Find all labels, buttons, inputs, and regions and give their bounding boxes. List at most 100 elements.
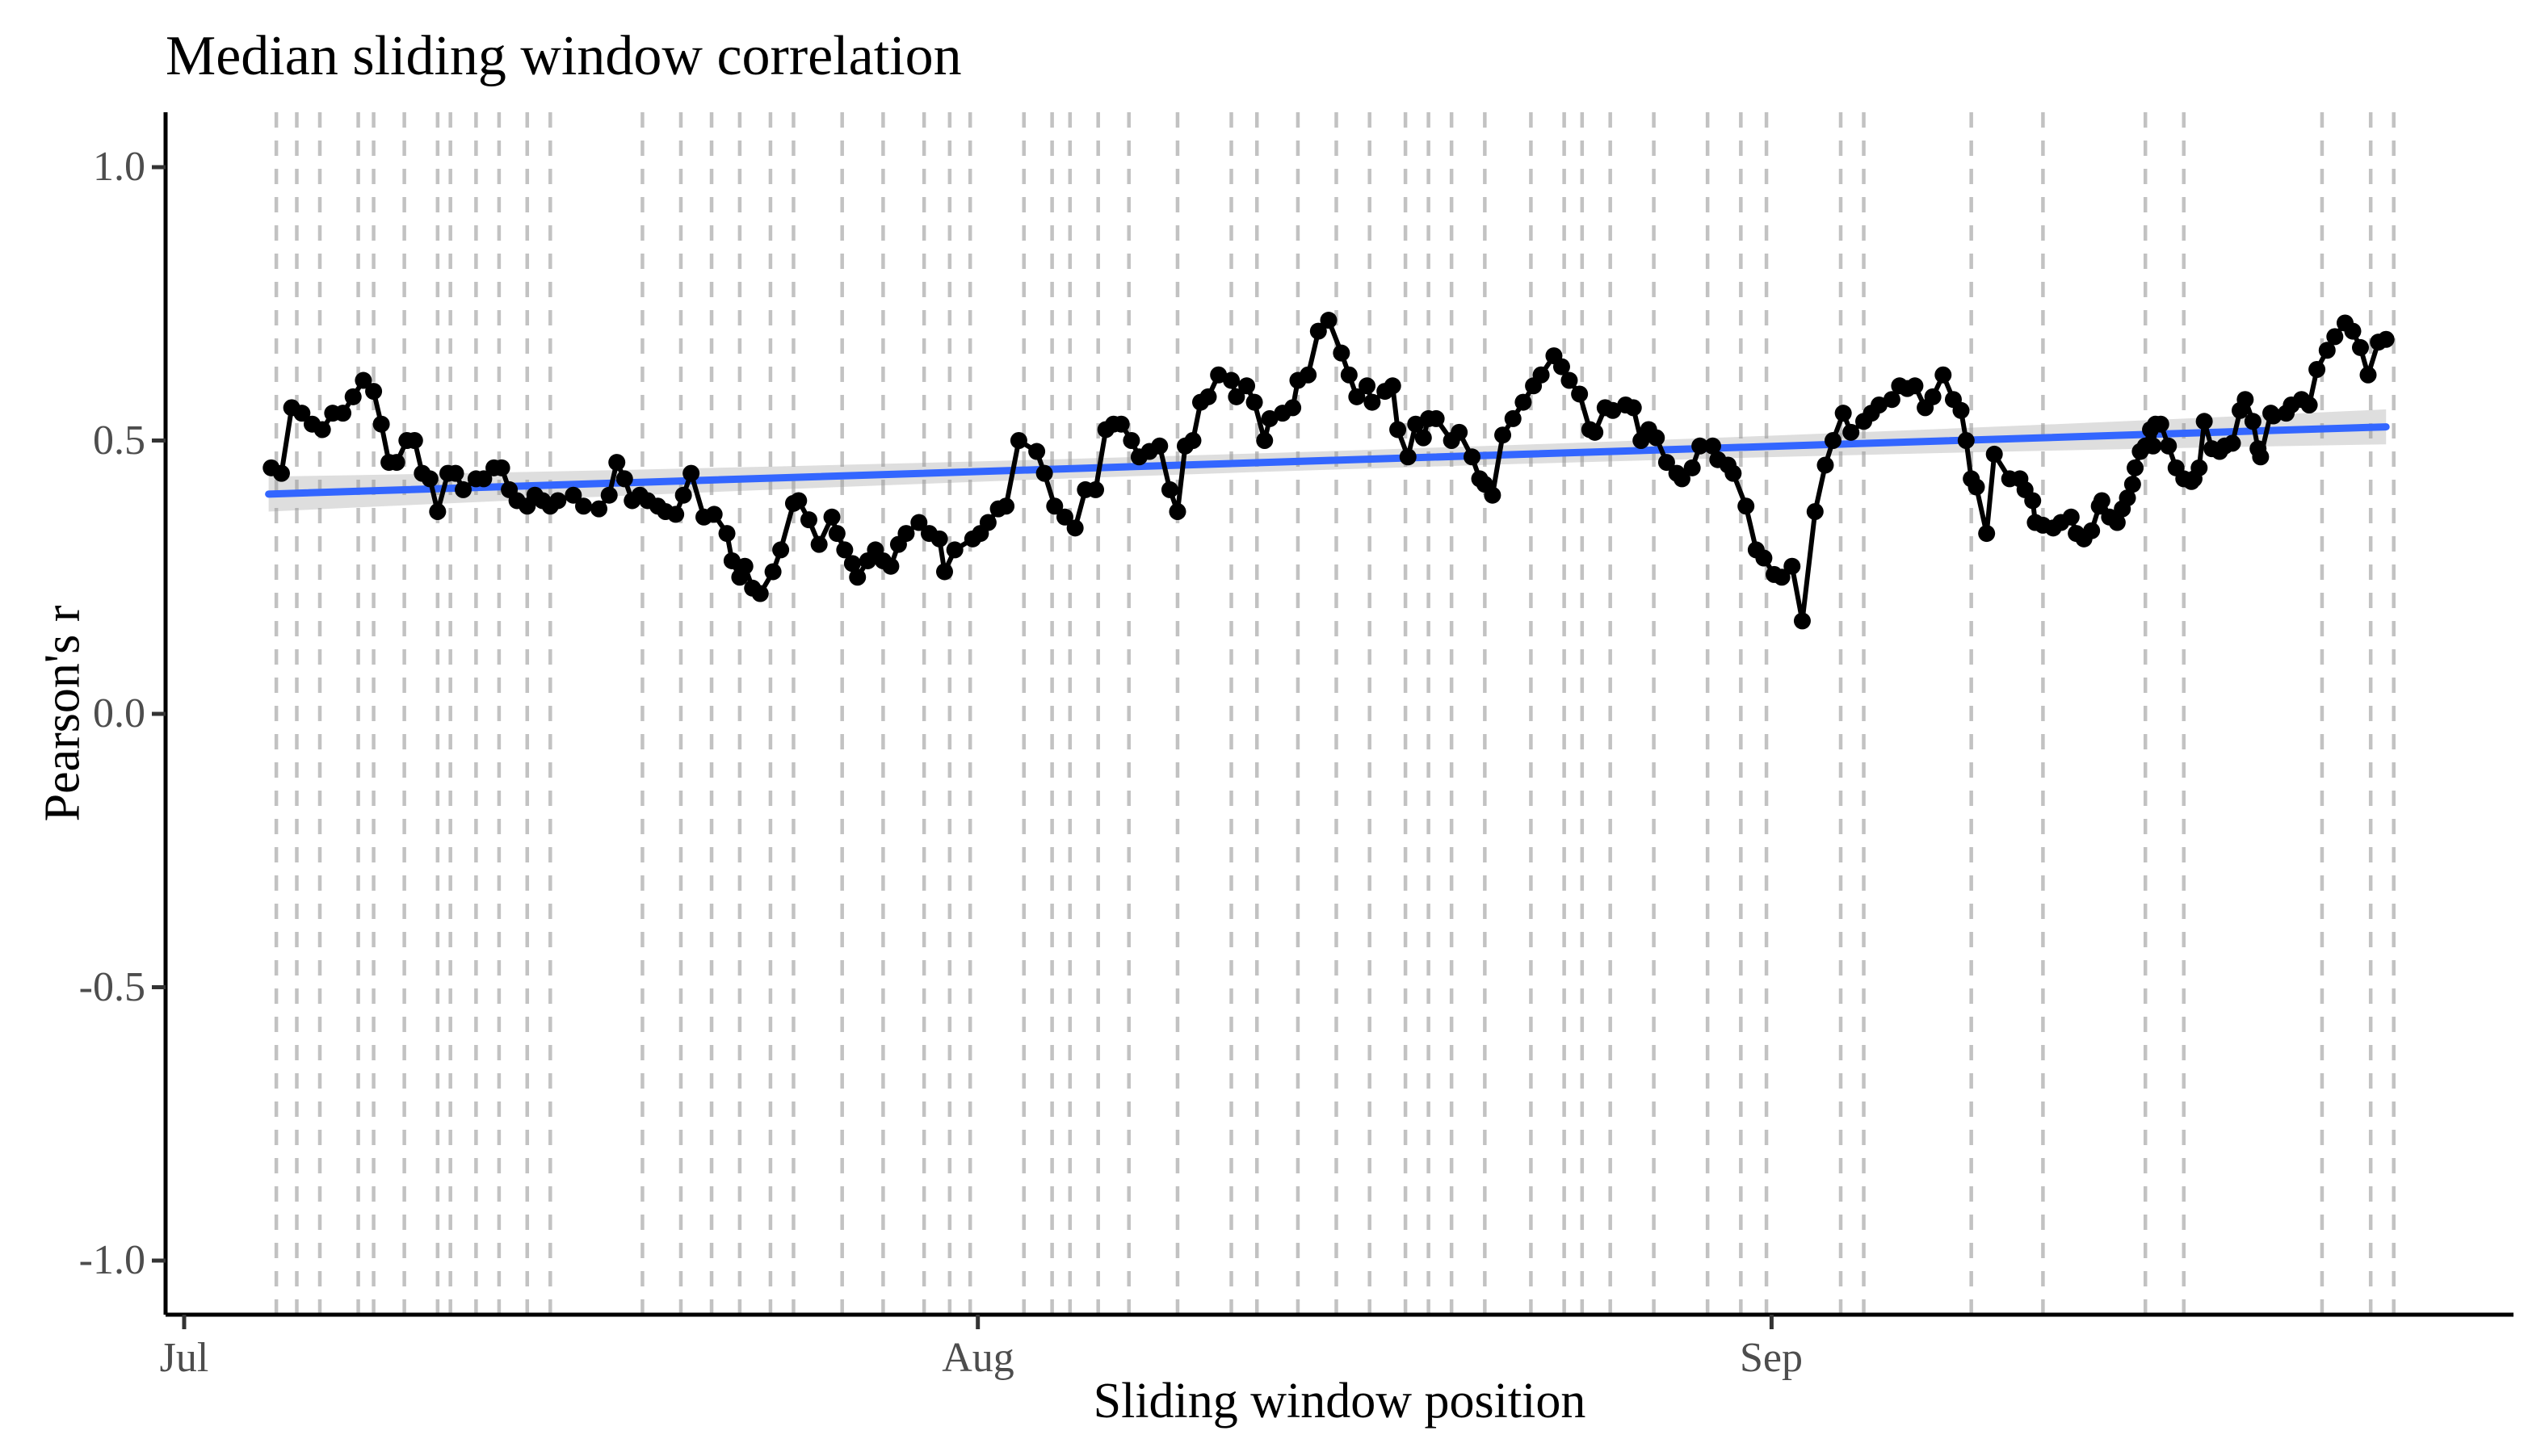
y-tick-label-0.0: 0.0 bbox=[93, 690, 145, 736]
data-point bbox=[1245, 393, 1263, 411]
data-point bbox=[1985, 445, 2003, 463]
data-point bbox=[2265, 407, 2283, 425]
trend-line bbox=[265, 423, 2390, 498]
y-tick-label-1.0: 1.0 bbox=[93, 144, 145, 190]
data-point bbox=[1228, 388, 1245, 405]
data-point bbox=[1199, 388, 1217, 405]
data-point bbox=[1834, 405, 1852, 422]
data-point bbox=[800, 511, 817, 529]
data-point bbox=[1028, 443, 1046, 460]
y-tick-label--1.0: -1.0 bbox=[78, 1237, 145, 1283]
data-point bbox=[2123, 476, 2141, 493]
data-point bbox=[790, 492, 808, 510]
y-tick-label-0.5: 0.5 bbox=[93, 417, 145, 464]
series-line bbox=[270, 317, 2388, 623]
data-point bbox=[615, 470, 633, 488]
data-point bbox=[1210, 366, 1228, 384]
data-point bbox=[979, 514, 997, 531]
data-point bbox=[1389, 421, 1407, 438]
data-point bbox=[1755, 549, 1773, 567]
data-point bbox=[849, 569, 867, 586]
data-point bbox=[1504, 409, 1522, 427]
data-point bbox=[344, 388, 362, 405]
data-point bbox=[2144, 437, 2162, 455]
data-point bbox=[2083, 522, 2101, 539]
data-point bbox=[1978, 525, 1996, 543]
data-point bbox=[2318, 342, 2336, 359]
x-tick-label-jul: Jul bbox=[159, 1335, 209, 1381]
data-point bbox=[1957, 432, 1975, 449]
data-point bbox=[2119, 489, 2136, 507]
data-point bbox=[1169, 503, 1186, 521]
data-point bbox=[1906, 377, 1924, 395]
data-point bbox=[1806, 503, 1824, 521]
data-point bbox=[2308, 360, 2326, 378]
data-point bbox=[910, 514, 928, 531]
data-point bbox=[1773, 569, 1791, 586]
data-point bbox=[1552, 358, 1570, 376]
data-point bbox=[1657, 454, 1675, 472]
data-point bbox=[1691, 437, 1709, 455]
data-point bbox=[1648, 429, 1665, 447]
data-point bbox=[1783, 557, 1801, 575]
data-point bbox=[1816, 456, 1834, 474]
data-point bbox=[1793, 612, 1811, 630]
data-point bbox=[772, 541, 790, 559]
data-point bbox=[2160, 437, 2178, 455]
data-point bbox=[823, 508, 841, 526]
data-point bbox=[1683, 459, 1701, 476]
data-point bbox=[1238, 377, 1256, 395]
data-point bbox=[365, 383, 383, 401]
data-point bbox=[447, 464, 464, 482]
data-point bbox=[1161, 480, 1178, 498]
data-point bbox=[372, 415, 390, 433]
data-point bbox=[810, 535, 828, 553]
data-point bbox=[1320, 312, 1338, 329]
data-point bbox=[1427, 409, 1445, 427]
x-axis-title: Sliding window position bbox=[1093, 1374, 1586, 1429]
data-point bbox=[836, 541, 854, 559]
data-point bbox=[1724, 464, 1742, 482]
data-point bbox=[1571, 385, 1589, 403]
data-point bbox=[455, 480, 472, 498]
data-point bbox=[421, 470, 439, 488]
data-point bbox=[1123, 432, 1140, 449]
data-point bbox=[565, 486, 582, 504]
data-point bbox=[313, 421, 331, 438]
data-point bbox=[843, 555, 861, 573]
data-point bbox=[1871, 396, 1888, 413]
data-point bbox=[1673, 470, 1690, 488]
data-point bbox=[1340, 366, 1358, 384]
data-point bbox=[2190, 459, 2208, 476]
data-point bbox=[1451, 423, 1468, 441]
data-point bbox=[2108, 514, 2126, 531]
data-point bbox=[1968, 478, 1985, 496]
data-point bbox=[1484, 486, 1501, 504]
data-point bbox=[1087, 480, 1105, 498]
data-point bbox=[705, 506, 723, 523]
data-point bbox=[1261, 409, 1279, 427]
data-point bbox=[1624, 399, 1642, 417]
data-point bbox=[1824, 432, 1842, 449]
data-point bbox=[2344, 322, 2362, 340]
data-point bbox=[718, 525, 736, 543]
data-point bbox=[355, 371, 372, 389]
data-point bbox=[764, 563, 782, 581]
data-point bbox=[575, 497, 593, 515]
data-point bbox=[1494, 426, 1512, 444]
data-point bbox=[674, 486, 692, 504]
data-point bbox=[897, 525, 915, 543]
data-point bbox=[1333, 344, 1350, 362]
data-point bbox=[946, 541, 964, 559]
data-point bbox=[723, 552, 741, 569]
x-tick-label-sep: Sep bbox=[1740, 1335, 1803, 1381]
data-point bbox=[1384, 377, 1401, 395]
data-point bbox=[608, 454, 626, 472]
data-point bbox=[1284, 399, 1302, 417]
data-point bbox=[1464, 448, 1481, 466]
data-point bbox=[334, 405, 352, 422]
data-point bbox=[828, 525, 846, 543]
data-point bbox=[2352, 338, 2369, 356]
